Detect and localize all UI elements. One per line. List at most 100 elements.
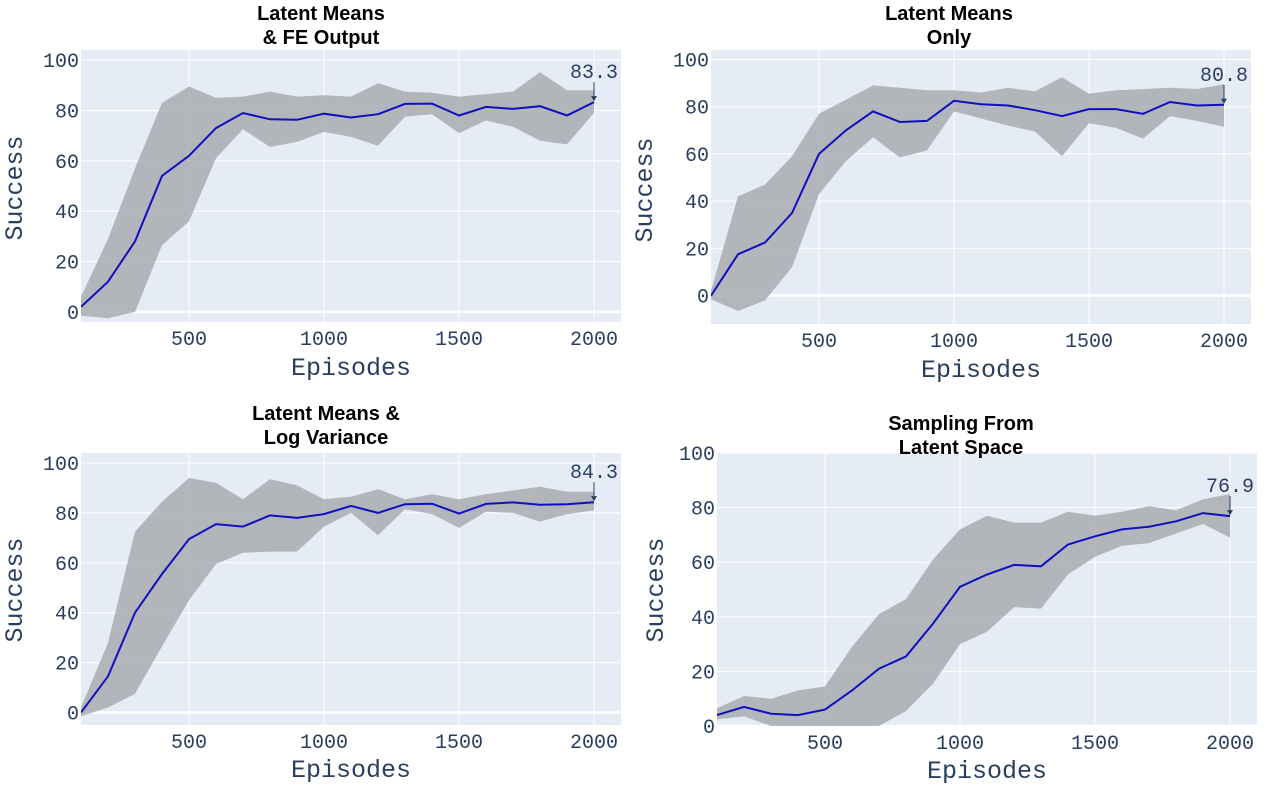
- data-point: [269, 118, 271, 120]
- data-point: [377, 113, 379, 115]
- y-tick-label: 100: [43, 454, 79, 477]
- data-point: [593, 101, 595, 103]
- mean-line: [81, 501, 595, 714]
- data-point: [242, 526, 244, 528]
- chart-title-line: Latent Means &: [252, 403, 400, 425]
- y-tick-label: 80: [685, 98, 709, 121]
- data-point: [1175, 520, 1177, 522]
- data-point: [1169, 101, 1171, 103]
- y-tick-label: 0: [697, 287, 709, 310]
- data-point: [1202, 512, 1204, 514]
- y-tick-label: 40: [55, 604, 79, 627]
- data-point: [1013, 564, 1015, 566]
- data-point: [566, 114, 568, 116]
- data-point: [1115, 108, 1117, 110]
- y-tick-label: 40: [55, 202, 79, 225]
- data-point: [980, 103, 982, 105]
- chart-title-line: Latent Space: [899, 437, 1023, 459]
- chart-title-line: Latent Means: [885, 3, 1013, 25]
- data-point: [905, 655, 907, 657]
- data-point: [161, 573, 163, 575]
- x-axis-label: Episodes: [927, 757, 1047, 786]
- chart-latent-means-only: 0 20 40 60 80 100 500 1000 1500 2000 Latent MeansO…: [631, 3, 1251, 385]
- y-tick-label: 60: [55, 152, 79, 175]
- data-point: [107, 675, 109, 677]
- y-tick-label: 80: [55, 101, 79, 124]
- mean-line: [81, 101, 595, 308]
- x-tick-label: 1500: [1071, 733, 1119, 756]
- data-point: [350, 116, 352, 118]
- annotation-label: 84.3: [570, 462, 618, 485]
- data-point: [188, 155, 190, 157]
- data-point: [710, 295, 712, 297]
- y-axis-label: Success: [1, 537, 30, 642]
- data-point: [1121, 528, 1123, 530]
- y-tick-label: 80: [691, 499, 715, 522]
- data-point: [107, 281, 109, 283]
- data-point: [188, 538, 190, 540]
- y-axis-label: Success: [1, 135, 30, 240]
- y-tick-label: 60: [55, 554, 79, 577]
- data-point: [824, 709, 826, 711]
- data-point: [737, 253, 739, 255]
- data-point: [404, 103, 406, 105]
- data-point: [242, 112, 244, 114]
- annotation-label: 80.8: [1200, 65, 1248, 88]
- x-tick-label: 2000: [1206, 733, 1254, 756]
- data-point: [770, 713, 772, 715]
- annotation-arrow-head: [1227, 510, 1233, 516]
- data-point: [899, 121, 901, 123]
- y-tick-label: 60: [685, 145, 709, 168]
- y-tick-label: 20: [685, 239, 709, 262]
- data-point: [431, 103, 433, 105]
- annotation-arrow-head: [591, 496, 597, 502]
- y-tick-label: 0: [67, 704, 79, 727]
- data-point: [959, 586, 961, 588]
- data-point: [1088, 108, 1090, 110]
- data-point: [134, 240, 136, 242]
- data-point: [404, 503, 406, 505]
- data-point: [1067, 543, 1069, 545]
- x-axis-label: Episodes: [291, 354, 411, 383]
- x-tick-label: 1500: [435, 329, 483, 352]
- data-point: [1094, 535, 1096, 537]
- x-tick-label: 1000: [300, 329, 348, 352]
- data-point: [80, 712, 82, 714]
- y-axis-label: Success: [642, 537, 671, 642]
- data-point: [161, 175, 163, 177]
- y-axis-label: Success: [631, 137, 660, 242]
- data-point: [1142, 113, 1144, 115]
- data-point: [539, 504, 541, 506]
- data-point: [539, 105, 541, 107]
- data-point: [566, 503, 568, 505]
- x-tick-label: 2000: [1200, 331, 1248, 354]
- x-tick-label: 1000: [300, 732, 348, 755]
- data-point: [377, 512, 379, 514]
- data-point: [593, 501, 595, 503]
- chart-title-line: Sampling From: [888, 413, 1034, 435]
- data-point: [1040, 565, 1042, 567]
- x-axis-label: Episodes: [921, 356, 1041, 385]
- data-point: [851, 690, 853, 692]
- chart-latent-means-fe-output: 0 20 40 60 80 100 500 1000 1500 2000 Latent Means&…: [1, 3, 621, 383]
- confidence-band: [81, 478, 594, 717]
- data-point: [764, 242, 766, 244]
- data-point: [1007, 105, 1009, 107]
- data-point: [296, 517, 298, 519]
- data-point: [791, 212, 793, 214]
- mean-line: [711, 99, 1225, 297]
- chart-title-line: Only: [927, 27, 972, 49]
- data-point: [485, 106, 487, 108]
- data-point: [80, 306, 82, 308]
- y-tick-label: 20: [691, 662, 715, 685]
- y-tick-label: 100: [673, 50, 709, 73]
- data-point: [716, 714, 718, 716]
- data-point: [986, 573, 988, 575]
- data-point: [1223, 104, 1225, 106]
- confidence-band: [717, 494, 1230, 726]
- chart-latent-means-log-variance: 0 20 40 60 80 100 500 1000 1500 2000 Latent Means …: [1, 403, 621, 785]
- annotation-label: 83.3: [570, 62, 618, 85]
- data-point: [512, 501, 514, 503]
- y-tick-label: 40: [685, 192, 709, 215]
